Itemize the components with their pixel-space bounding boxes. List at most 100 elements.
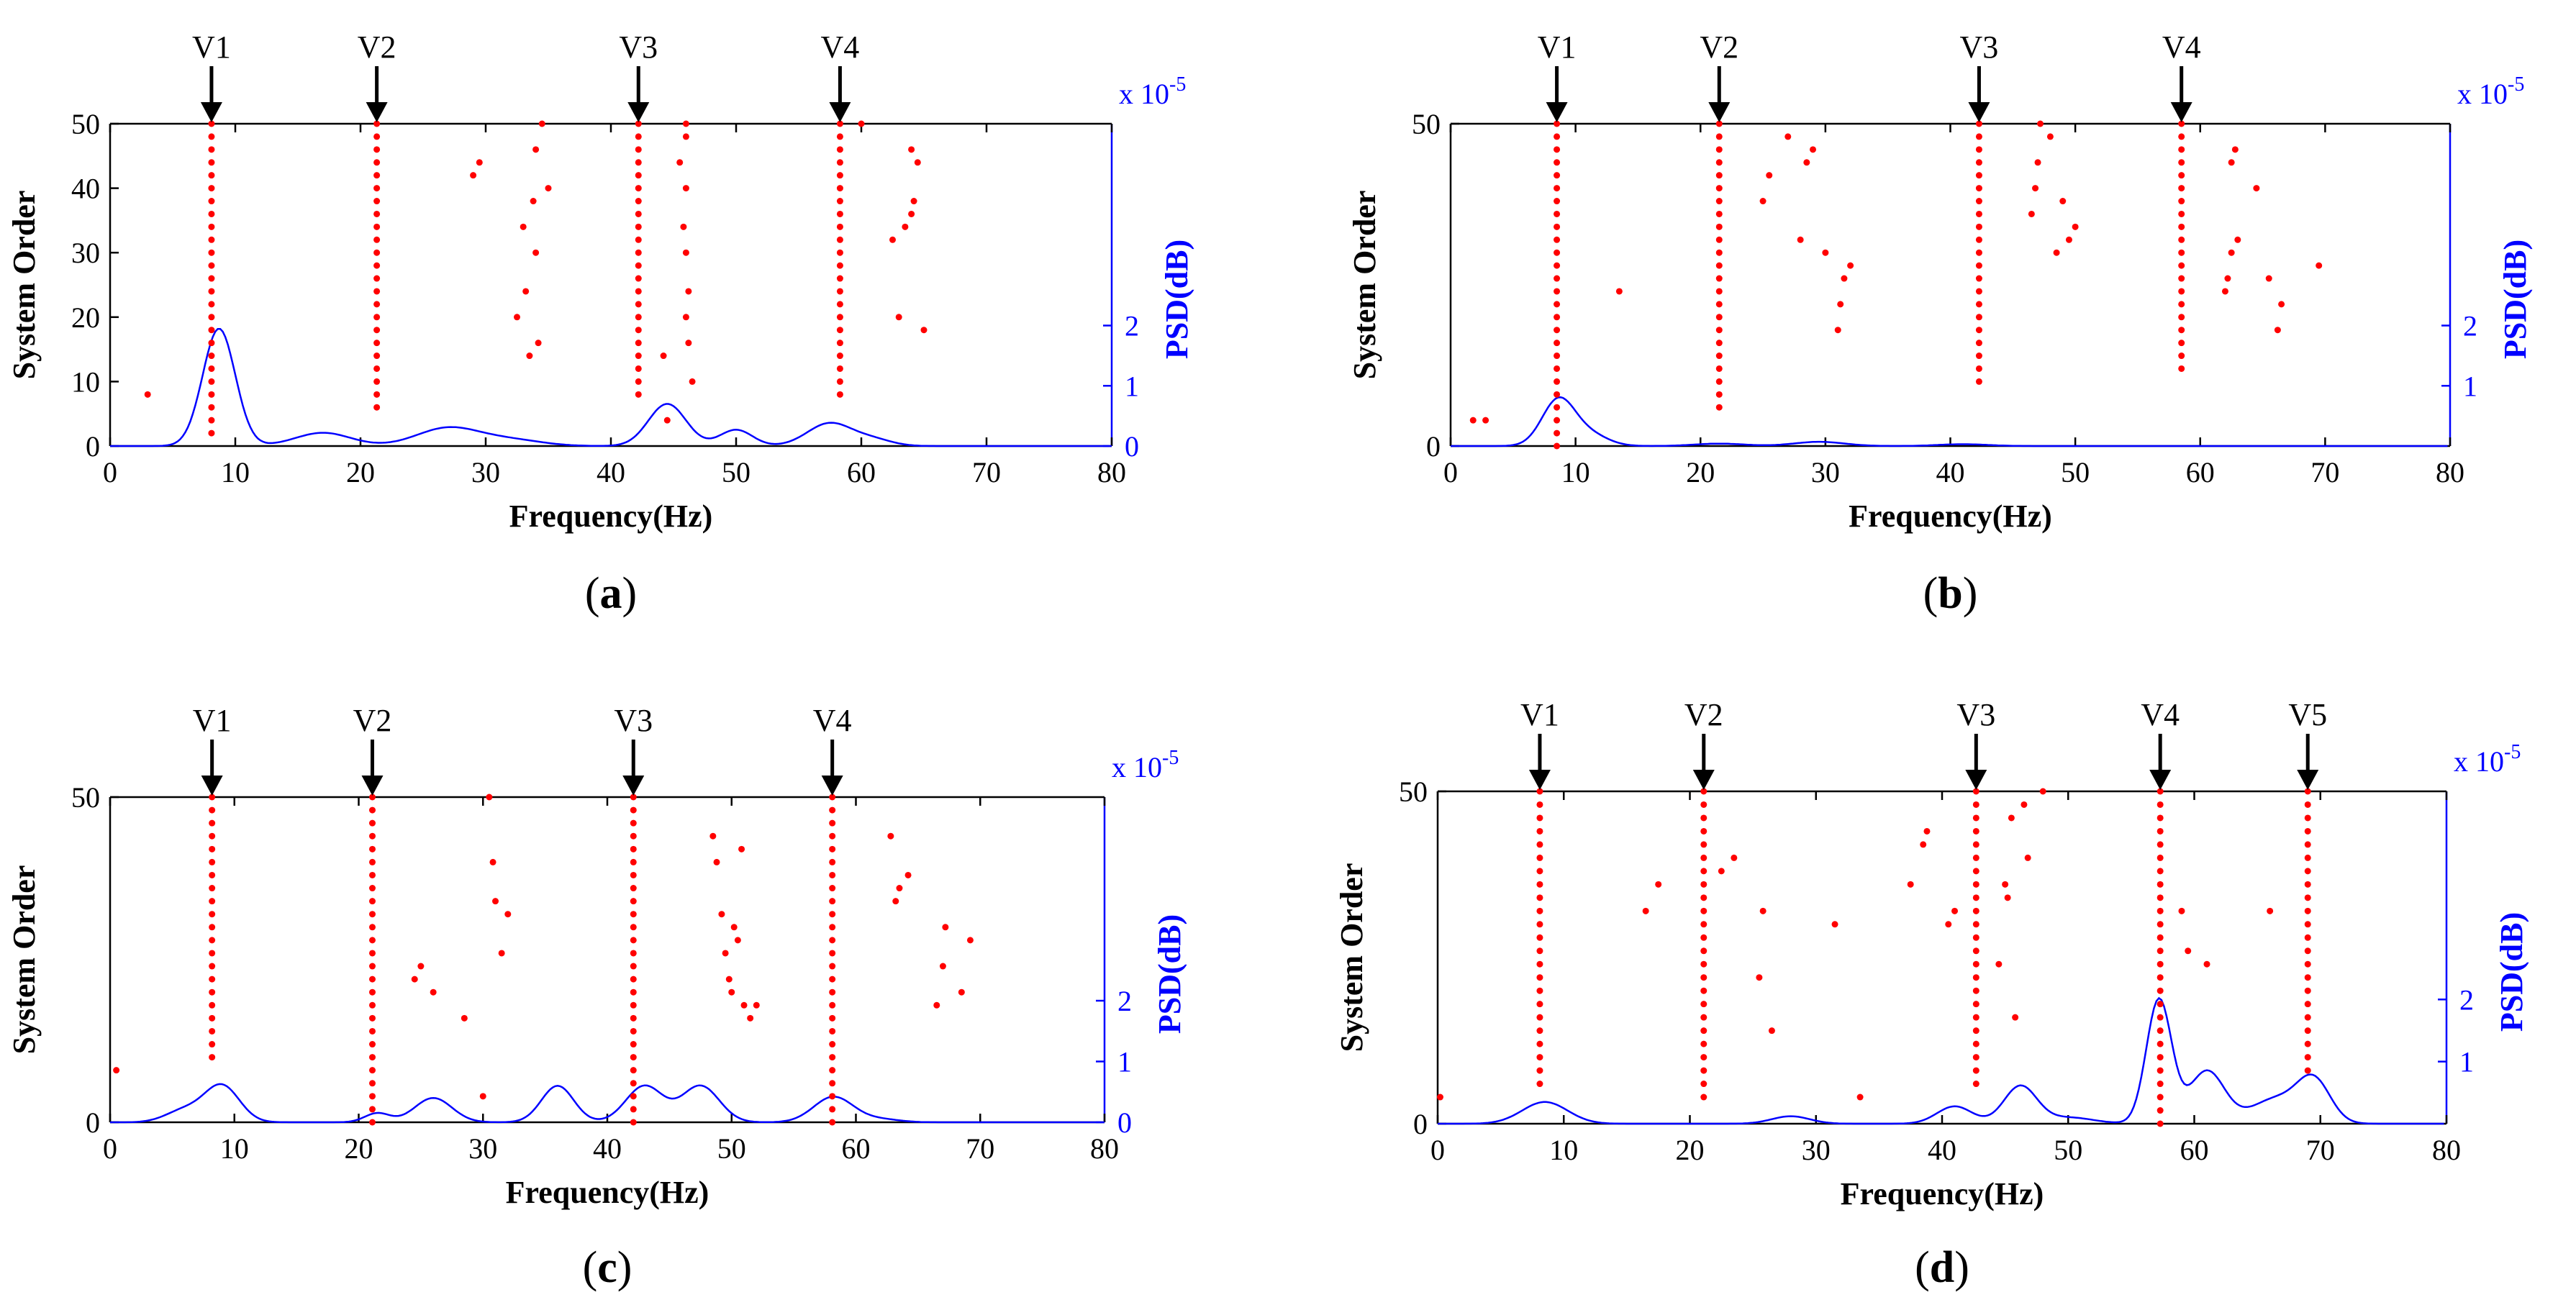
pole-dot	[682, 314, 689, 321]
stable-pole-dot	[630, 911, 637, 918]
stable-pole-dot	[630, 1093, 637, 1100]
x-tick-label: 80	[2436, 456, 2464, 488]
stable-pole-dot	[1554, 236, 1561, 243]
stable-pole-dot	[2304, 801, 2311, 808]
stable-pole-dot	[836, 275, 843, 282]
pole-dot	[1756, 974, 1763, 981]
stable-pole-dot	[1536, 1067, 1543, 1074]
mode-label: V4	[821, 29, 860, 65]
stable-pole-dot	[1536, 881, 1543, 888]
stable-pole-dot	[1972, 1027, 1979, 1035]
y-axis-label: System Order	[1334, 863, 1369, 1052]
stable-pole-dot	[1536, 1054, 1543, 1061]
stable-pole-dot	[1715, 159, 1723, 166]
stable-pole-dot	[2304, 1067, 2311, 1074]
stable-pole-dot	[1972, 1014, 1979, 1021]
pole-dot	[476, 159, 483, 166]
pole-dot	[2278, 301, 2285, 308]
stable-pole-dot	[373, 210, 381, 217]
pole-dot	[908, 146, 915, 153]
stable-pole-dot	[208, 198, 215, 205]
stable-pole-dot	[369, 1027, 376, 1035]
stable-pole-dot	[369, 1080, 376, 1087]
panel-caption: (c)	[583, 1243, 632, 1292]
pole-dot	[910, 198, 917, 205]
stable-pole-dot	[1715, 275, 1723, 282]
y-tick-label: 50	[71, 781, 100, 814]
stable-pole-dot	[829, 937, 836, 944]
stable-pole-dot	[373, 314, 381, 321]
stable-pole-dot	[1554, 301, 1561, 308]
stable-pole-dot	[1715, 262, 1723, 269]
stable-pole-dot	[836, 314, 843, 321]
stable-pole-dot	[635, 146, 642, 153]
pole-dot	[2024, 854, 2031, 861]
x-tick-label: 40	[593, 1132, 622, 1165]
stable-pole-dot	[2178, 133, 2185, 140]
stable-pole-dot	[1972, 1054, 1979, 1061]
stable-pole-dot	[2157, 801, 2164, 808]
x-tick-label: 80	[2432, 1134, 2461, 1166]
stable-pole-dot	[2304, 881, 2311, 888]
stable-pole-dot	[1715, 327, 1723, 334]
stable-pole-dot	[829, 806, 836, 814]
pole-dot	[2185, 947, 2192, 955]
stable-pole-dot	[1700, 960, 1707, 968]
stable-pole-dot	[2178, 262, 2185, 269]
stable-pole-dot	[1536, 1027, 1543, 1035]
stable-pole-dot	[369, 819, 376, 827]
pole-dot	[728, 988, 735, 996]
pole-dot	[1837, 301, 1844, 308]
stable-pole-dot	[829, 950, 836, 957]
x-tick-label: 70	[2306, 1134, 2335, 1166]
pole-dot	[2267, 907, 2274, 914]
x-tick-label: 80	[1097, 456, 1126, 488]
stable-pole-dot	[1700, 814, 1707, 822]
pole-dot	[411, 976, 418, 983]
stable-pole-dot	[836, 198, 843, 205]
stable-pole-dot	[630, 794, 637, 801]
mode-label: V3	[614, 703, 653, 738]
stable-pole-dot	[1554, 185, 1561, 192]
stable-pole-dot	[836, 262, 843, 269]
mode-label: V3	[1960, 29, 1999, 65]
stable-pole-dot	[829, 885, 836, 892]
stable-pole-dot	[1554, 120, 1561, 127]
stable-pole-dot	[836, 146, 843, 153]
pole-dot	[738, 845, 745, 852]
stable-pole-dot	[836, 288, 843, 295]
stable-pole-dot	[836, 185, 843, 192]
stable-pole-dot	[1536, 960, 1543, 968]
stable-pole-dot	[208, 404, 215, 411]
pole-dot	[1841, 275, 1848, 282]
stable-pole-dot	[2157, 1093, 2164, 1101]
y-tick-label: 0	[86, 1106, 100, 1139]
stable-pole-dot	[1700, 854, 1707, 861]
pole-dot	[734, 937, 741, 944]
stable-pole-dot	[635, 314, 642, 321]
stable-pole-dot	[1715, 120, 1723, 127]
stable-pole-dot	[209, 871, 216, 878]
pole-dot	[740, 1001, 748, 1009]
pole-dot	[545, 185, 552, 192]
psd-curve	[110, 327, 1110, 447]
stable-pole-dot	[829, 963, 836, 970]
stable-pole-dot	[369, 1067, 376, 1074]
stable-pole-dot	[208, 417, 215, 424]
pole-dot	[1834, 327, 1841, 334]
stable-pole-dot	[208, 133, 215, 140]
stable-pole-dot	[209, 832, 216, 840]
stable-pole-dot	[829, 1119, 836, 1126]
stable-pole-dot	[1972, 1040, 1979, 1047]
pole-dot	[530, 198, 537, 205]
stable-pole-dot	[2157, 960, 2164, 968]
mode-arrow-head	[200, 102, 222, 122]
stable-pole-dot	[369, 950, 376, 957]
stable-pole-dot	[2304, 827, 2311, 835]
stable-pole-dot	[1700, 841, 1707, 848]
pole-dot	[1822, 249, 1829, 256]
pole-dot	[2224, 275, 2231, 282]
stable-pole-dot	[829, 819, 836, 827]
chart-panel-d: 0 10 20 30 40 50 60 70 80 0 50 1 2 x 10-5 Frequency(Hz…	[1334, 697, 2529, 1292]
mode-label: V1	[1520, 697, 1559, 732]
